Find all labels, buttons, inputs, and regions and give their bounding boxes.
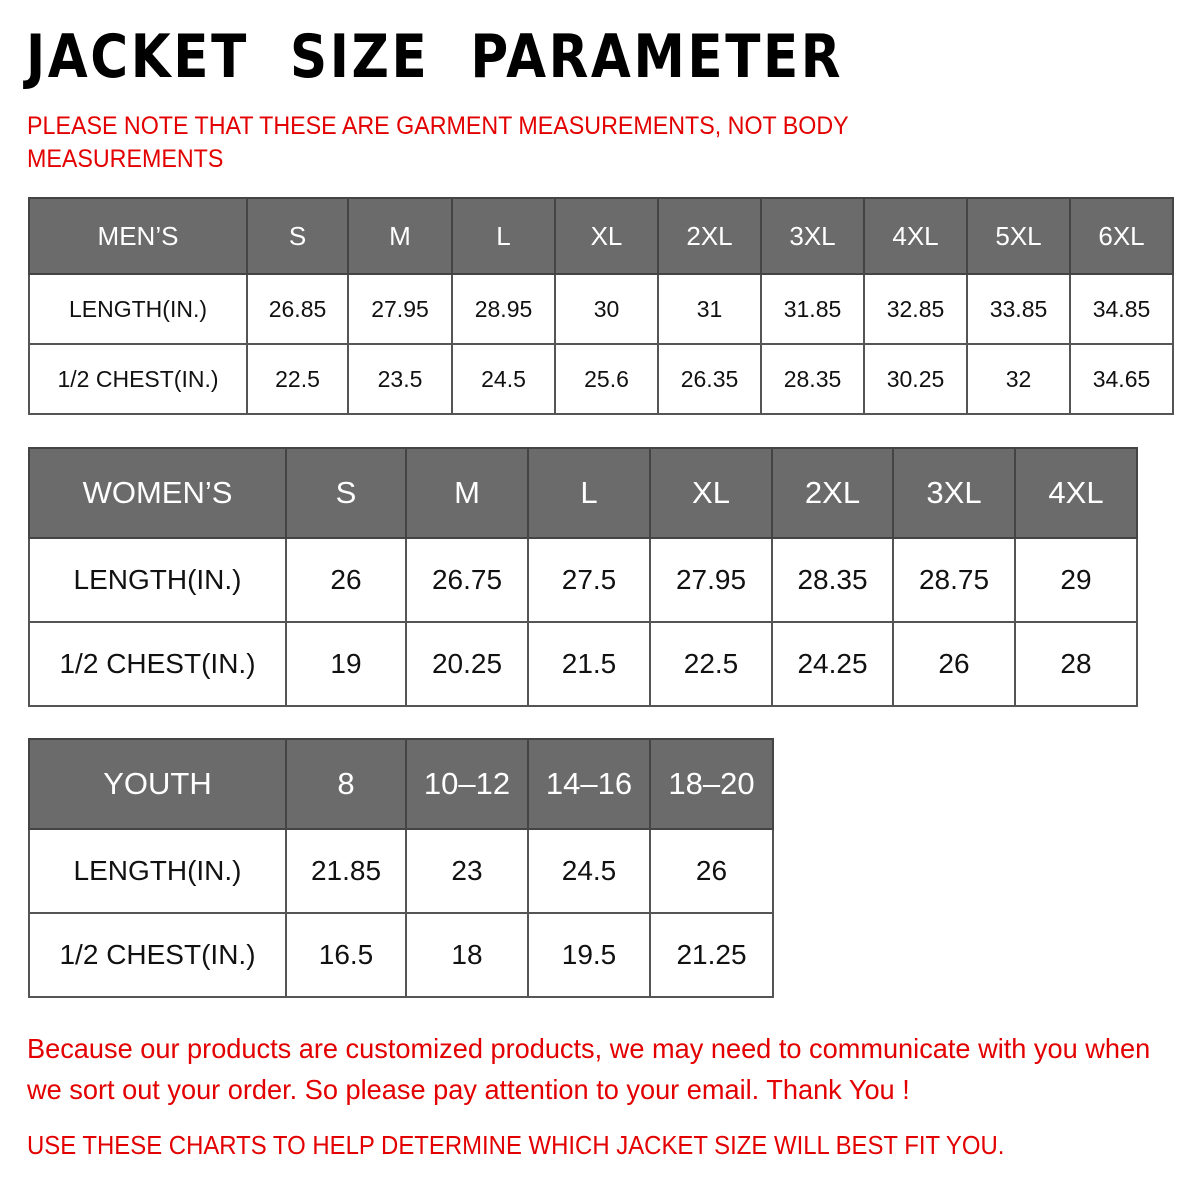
measurement-cell: 22.5 xyxy=(246,343,349,415)
measurement-note: PLEASE NOTE THAT THESE ARE GARMENT MEASU… xyxy=(27,112,849,173)
size-header-cell: 5XL xyxy=(966,197,1071,275)
mens-size-table: MEN’S S M L XL 2XL 3XL 4XL 5XL 6XL LENGTH(IN.) 26.8… xyxy=(28,197,1174,415)
size-header-cell: M xyxy=(405,447,529,539)
measurement-cell: 32.85 xyxy=(863,273,968,345)
measurement-cell: 24.5 xyxy=(451,343,556,415)
size-header-cell: L xyxy=(451,197,556,275)
row-label-cell: LENGTH(IN.) xyxy=(28,828,287,914)
size-header-cell: S xyxy=(246,197,349,275)
measurement-cell: 16.5 xyxy=(285,912,407,998)
table-title-cell: WOMEN’S xyxy=(28,447,287,539)
customization-message: Because our products are customized prod… xyxy=(27,1033,1151,1105)
measurement-cell: 26 xyxy=(285,537,407,623)
size-header-cell: 10–12 xyxy=(405,738,529,830)
size-header-cell: 3XL xyxy=(760,197,865,275)
measurement-cell: 28.35 xyxy=(771,537,894,623)
measurement-cell: 31.85 xyxy=(760,273,865,345)
measurement-cell: 24.5 xyxy=(527,828,651,914)
measurement-cell: 19 xyxy=(285,621,407,707)
measurement-cell: 21.5 xyxy=(527,621,651,707)
size-header-cell: XL xyxy=(554,197,659,275)
measurement-cell: 26.75 xyxy=(405,537,529,623)
fit-advice: USE THESE CHARTS TO HELP DETERMINE WHICH… xyxy=(27,1130,1005,1160)
size-header-cell: 4XL xyxy=(1014,447,1138,539)
measurement-cell: 33.85 xyxy=(966,273,1071,345)
row-label-cell: 1/2 CHEST(IN.) xyxy=(28,343,248,415)
measurement-cell: 34.85 xyxy=(1069,273,1174,345)
table-row: LENGTH(IN.) 26 26.75 27.5 27.95 28.35 28.75 29 xyxy=(28,537,1138,623)
row-label-cell: LENGTH(IN.) xyxy=(28,537,287,623)
size-header-cell: L xyxy=(527,447,651,539)
measurement-cell: 26 xyxy=(649,828,774,914)
measurement-cell: 28 xyxy=(1014,621,1138,707)
measurement-cell: 28.95 xyxy=(451,273,556,345)
table-row: 1/2 CHEST(IN.) 19 20.25 21.5 22.5 24.25 26 28 xyxy=(28,621,1138,707)
measurement-cell: 24.25 xyxy=(771,621,894,707)
size-header-cell: S xyxy=(285,447,407,539)
measurement-cell: 30.25 xyxy=(863,343,968,415)
size-header-cell: M xyxy=(347,197,453,275)
measurement-cell: 28.35 xyxy=(760,343,865,415)
measurement-cell: 20.25 xyxy=(405,621,529,707)
size-header-cell: 3XL xyxy=(892,447,1016,539)
table-row: 1/2 CHEST(IN.) 16.5 18 19.5 21.25 xyxy=(28,912,774,998)
page-title: JACKET SIZE PARAMETER xyxy=(26,22,844,92)
measurement-cell: 19.5 xyxy=(527,912,651,998)
measurement-cell: 27.5 xyxy=(527,537,651,623)
measurement-cell: 29 xyxy=(1014,537,1138,623)
size-header-cell: 4XL xyxy=(863,197,968,275)
measurement-cell: 28.75 xyxy=(892,537,1016,623)
size-header-cell: 8 xyxy=(285,738,407,830)
table-row: LENGTH(IN.) 21.85 23 24.5 26 xyxy=(28,828,774,914)
measurement-cell: 32 xyxy=(966,343,1071,415)
measurement-cell: 30 xyxy=(554,273,659,345)
table-row: LENGTH(IN.) 26.85 27.95 28.95 30 31 31.85 32.85… xyxy=(28,273,1174,345)
size-header-cell: 2XL xyxy=(771,447,894,539)
measurement-cell: 34.65 xyxy=(1069,343,1174,415)
row-label-cell: LENGTH(IN.) xyxy=(28,273,248,345)
measurement-cell: 22.5 xyxy=(649,621,773,707)
size-header-cell: 2XL xyxy=(657,197,762,275)
table-title-cell: MEN’S xyxy=(28,197,248,275)
size-header-cell: XL xyxy=(649,447,773,539)
measurement-cell: 23 xyxy=(405,828,529,914)
measurement-cell: 21.25 xyxy=(649,912,774,998)
measurement-cell: 26.85 xyxy=(246,273,349,345)
measurement-cell: 26 xyxy=(892,621,1016,707)
row-label-cell: 1/2 CHEST(IN.) xyxy=(28,912,287,998)
table-header-row: YOUTH 8 10–12 14–16 18–20 xyxy=(28,738,774,830)
table-header-row: MEN’S S M L XL 2XL 3XL 4XL 5XL 6XL xyxy=(28,197,1174,275)
womens-size-table: WOMEN’S S M L XL 2XL 3XL 4XL LENGTH(IN.) 26 26.75 2… xyxy=(28,447,1138,707)
measurement-cell: 18 xyxy=(405,912,529,998)
table-header-row: WOMEN’S S M L XL 2XL 3XL 4XL xyxy=(28,447,1138,539)
table-title-cell: YOUTH xyxy=(28,738,287,830)
measurement-cell: 21.85 xyxy=(285,828,407,914)
measurement-cell: 31 xyxy=(657,273,762,345)
row-label-cell: 1/2 CHEST(IN.) xyxy=(28,621,287,707)
size-header-cell: 18–20 xyxy=(649,738,774,830)
youth-size-table: YOUTH 8 10–12 14–16 18–20 LENGTH(IN.) 21.85 23 2… xyxy=(28,738,774,998)
measurement-cell: 27.95 xyxy=(347,273,453,345)
size-header-cell: 14–16 xyxy=(527,738,651,830)
measurement-cell: 26.35 xyxy=(657,343,762,415)
size-header-cell: 6XL xyxy=(1069,197,1174,275)
measurement-cell: 25.6 xyxy=(554,343,659,415)
table-row: 1/2 CHEST(IN.) 22.5 23.5 24.5 25.6 26.35 28.35… xyxy=(28,343,1174,415)
measurement-cell: 23.5 xyxy=(347,343,453,415)
measurement-cell: 27.95 xyxy=(649,537,773,623)
